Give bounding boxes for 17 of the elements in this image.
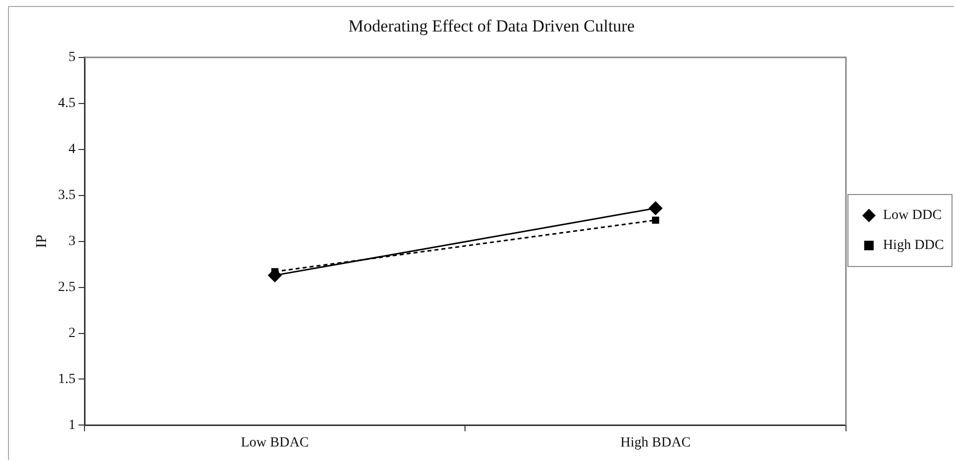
legend-label: Low DDC: [882, 208, 942, 224]
legend-label: High DDC: [882, 238, 944, 254]
y-tick-label: 4.5: [58, 96, 76, 112]
chart-title: Moderating Effect of Data Driven Culture: [348, 16, 635, 36]
y-tick-label: 4: [68, 142, 76, 158]
point: [648, 201, 662, 215]
y-tick-label: 1: [68, 418, 76, 433]
y-tick-label: 2.5: [58, 280, 76, 295]
y-tick-label: 3: [68, 234, 76, 249]
y-tick-label: 5: [68, 50, 76, 66]
x-tick-label: Low BDAC: [240, 435, 309, 450]
point: [652, 216, 660, 224]
x-tick-label: High BDAC: [620, 435, 691, 450]
y-tick-label: 2: [68, 326, 76, 341]
y-tick-label: 1.5: [58, 372, 76, 387]
y-axis-title: IP: [34, 234, 50, 248]
y-tick-label: 3.5: [58, 188, 76, 203]
